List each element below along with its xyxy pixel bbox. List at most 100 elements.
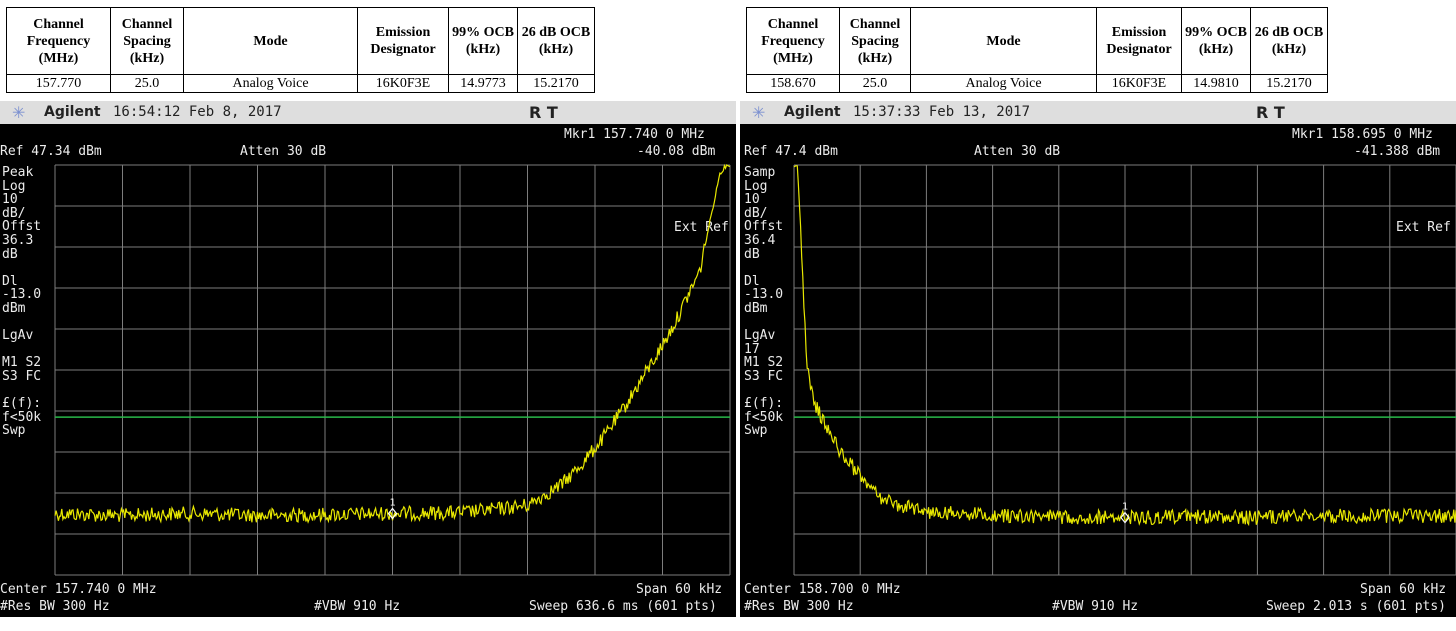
center-frequency: Center 157.740 0 MHz [0,582,157,597]
cell-26db-ocb: 15.2170 [517,74,595,93]
status-flags: R T [1256,103,1285,122]
side-label: -13.0 [744,287,784,303]
marker-level: -40.08 dBm [637,144,716,159]
atten-label: Atten 30 dB [240,144,327,159]
left-measurement-panel: Channel Frequency (MHz) Channel Spacing … [0,7,736,631]
ext-ref-label: Ext Ref [1396,220,1451,235]
side-label: -13.0 [2,287,42,303]
res-bw-label: #Res BW 300 Hz [744,599,854,614]
spectrum-trace [54,163,731,524]
ref-level: Ref 47.4 dBm [744,144,838,159]
vbw-label: #VBW 910 Hz [314,599,401,614]
side-label: Dl [2,273,18,289]
cell-mode: Analog Voice [910,74,1097,93]
header-emission-designator: Emission Designator [357,7,449,75]
center-frequency: Center 158.700 0 MHz [744,582,901,597]
span-label: Span 60 kHz [636,582,723,597]
span-label: Span 60 kHz [1360,582,1447,597]
header-channel-spacing: Channel Spacing (kHz) [839,7,911,75]
analyzer-titlebar: ✳ Agilent 15:37:33 Feb 13, 2017 R T [740,101,1456,124]
analyzer-titlebar: ✳ Agilent 16:54:12 Feb 8, 2017 R T [0,101,736,124]
time-label: 15:37:33 [853,104,921,120]
side-label: LgAv [744,328,776,344]
header-mode: Mode [183,7,358,75]
side-label: 36.4 [744,233,776,248]
res-bw-label: #Res BW 300 Hz [0,599,110,614]
agilent-logo-icon: ✳ [752,103,766,122]
side-label: 36.3 [2,233,34,248]
cell-emission-designator: 16K0F3E [357,74,449,93]
time-label: 16:54:12 [113,104,181,120]
side-label: S3 FC [2,369,42,384]
side-label: Samp [744,165,776,180]
side-label: £(f): [744,396,784,412]
status-flags: R T [529,103,558,122]
side-label: Swp [744,423,768,439]
side-label: f<50k [744,409,784,425]
sheet-strip [0,617,736,631]
side-label: dBm [744,301,768,316]
side-label: dBm [2,301,26,316]
cell-99-ocb: 14.9773 [448,74,518,93]
header-channel-frequency: Channel Frequency (MHz) [746,7,840,75]
side-label: M1 S2 [744,355,784,371]
side-label: Swp [2,423,26,439]
analyzer-screen: Mkr1 158.695 0 MHz Ref 47.4 dBm Atten 30… [740,124,1456,617]
side-label: Offst [2,219,42,235]
sweep-label: Sweep 636.6 ms (601 pts) [529,599,717,614]
side-label: Offst [744,219,784,235]
date-label: Feb 13, 2017 [928,104,1031,120]
agilent-logo-icon: ✳ [12,103,26,122]
brand-label: Agilent [44,104,101,120]
emission-spec-table: Channel Frequency (MHz) Channel Spacing … [746,7,1328,93]
timestamp: 16:54:12 Feb 8, 2017 [113,101,282,124]
side-label: Dl [744,273,760,289]
date-label: Feb 8, 2017 [188,104,282,120]
brand-label: Agilent [784,104,841,120]
sheet-strip [740,617,1456,631]
analyzer-screen: Mkr1 157.740 0 MHz Ref 47.34 dBm Atten 3… [0,124,736,617]
header-channel-frequency: Channel Frequency (MHz) [6,7,111,75]
timestamp: 15:37:33 Feb 13, 2017 [853,101,1030,124]
side-label: dB/ [2,205,26,221]
table-row: 158.670 25.0 Analog Voice 16K0F3E 14.981… [746,74,1328,93]
cell-emission-designator: 16K0F3E [1096,74,1182,93]
side-label: dB [744,246,760,262]
cell-99-ocb: 14.9810 [1181,74,1251,93]
side-label: LgAv [2,328,34,344]
cell-channel-spacing: 25.0 [110,74,184,93]
atten-label: Atten 30 dB [974,144,1061,159]
side-label: dB/ [744,205,768,221]
cell-mode: Analog Voice [183,74,358,93]
side-label: £(f): [2,396,42,412]
side-label: Peak [2,165,34,180]
marker-level: -41.388 dBm [1354,144,1441,159]
marker-diamond-icon [387,507,398,520]
sweep-label: Sweep 2.013 s (601 pts) [1266,599,1447,614]
side-label: Log [744,178,768,194]
cell-channel-spacing: 25.0 [839,74,911,93]
ext-ref-label: Ext Ref [674,220,729,235]
vbw-label: #VBW 910 Hz [1052,599,1139,614]
emission-spec-table: Channel Frequency (MHz) Channel Spacing … [6,7,595,93]
cell-channel-frequency: 158.670 [746,74,840,93]
spectrum-trace [793,165,1456,527]
side-label: 10 [744,192,760,208]
marker-label: 1 [1122,502,1128,513]
right-measurement-panel: Channel Frequency (MHz) Channel Spacing … [740,0,1456,631]
side-label: M1 S2 [2,355,42,371]
marker-readout: Mkr1 158.695 0 MHz [1292,127,1433,142]
header-emission-designator: Emission Designator [1096,7,1182,75]
ref-level: Ref 47.34 dBm [0,144,102,159]
spectrum-display: 1 [54,163,731,576]
side-label: 17 [744,341,760,357]
marker-label: 1 [390,498,396,509]
header-26db-ocb: 26 dB OCB (kHz) [1250,7,1328,75]
cell-channel-frequency: 157.770 [6,74,111,93]
header-26db-ocb: 26 dB OCB (kHz) [517,7,595,75]
side-label: 10 [2,192,18,208]
table-row: 157.770 25.0 Analog Voice 16K0F3E 14.977… [6,74,595,93]
header-99-ocb: 99% OCB (kHz) [448,7,518,75]
marker-diamond-icon [1120,511,1130,524]
marker-readout: Mkr1 157.740 0 MHz [564,127,705,142]
